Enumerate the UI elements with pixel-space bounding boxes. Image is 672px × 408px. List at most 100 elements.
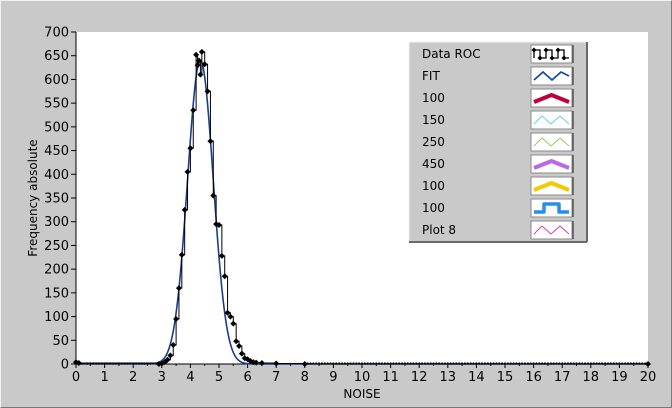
data-point [624, 362, 627, 365]
legend-swatch-marker [549, 55, 555, 61]
data-point [198, 48, 205, 55]
data-point [461, 362, 464, 365]
data-point [423, 362, 427, 365]
x-tick-label: 6 [243, 370, 251, 385]
legend-swatch-box [530, 154, 573, 174]
legend-item[interactable]: 250 [422, 132, 574, 152]
legend-swatch-box [530, 176, 573, 196]
data-point [117, 362, 120, 365]
data-point [375, 362, 378, 365]
data-point [555, 362, 558, 365]
legend-swatch-box [530, 110, 573, 130]
data-point [552, 362, 555, 365]
legend-label: 100 [422, 179, 445, 193]
legend[interactable]: Data ROC FIT 100 150 250 450 100 100 Plot 8 [408, 41, 588, 243]
x-tick-label: 20 [640, 370, 657, 385]
data-point [546, 362, 550, 365]
legend-swatch-line [533, 159, 570, 170]
legend-label: 250 [422, 135, 445, 149]
data-point [466, 362, 469, 365]
data-point [506, 362, 509, 365]
data-point [563, 362, 567, 365]
legend-swatch-line [533, 137, 570, 147]
data-point [349, 362, 352, 365]
data-point [638, 362, 641, 365]
data-point [523, 362, 527, 365]
x-tick-label: 12 [411, 370, 428, 385]
data-point [114, 362, 118, 365]
x-tick-label: 1 [100, 370, 108, 385]
legend-swatch-marker [537, 55, 543, 61]
data-point [541, 362, 544, 365]
data-point [529, 362, 532, 365]
data-point [518, 362, 521, 365]
y-tick-label: 650 [44, 49, 69, 64]
legend-item[interactable]: FIT [422, 66, 574, 86]
data-point [340, 362, 344, 365]
data-point [352, 362, 355, 365]
legend-item[interactable]: Plot 8 [422, 220, 574, 240]
data-point [346, 362, 349, 365]
data-point [432, 362, 435, 365]
data-point [632, 362, 635, 365]
legend-item[interactable]: Data ROC [422, 44, 574, 64]
data-point [501, 362, 504, 365]
data-point [120, 362, 123, 365]
data-point [224, 309, 231, 316]
data-point [486, 362, 489, 365]
legend-label: 450 [422, 157, 445, 171]
legend-item[interactable]: 450 [422, 154, 574, 174]
data-point [201, 61, 208, 68]
data-point [615, 362, 618, 365]
data-point [363, 362, 366, 365]
legend-swatch-line [533, 71, 570, 81]
x-tick-label: 7 [272, 370, 280, 385]
data-point [378, 362, 381, 365]
data-point [463, 362, 467, 365]
data-point [412, 362, 415, 365]
data-point [175, 285, 182, 292]
y-tick-label: 200 [44, 263, 69, 278]
data-point [452, 362, 455, 365]
data-point [438, 362, 441, 365]
data-point [366, 362, 369, 365]
data-point [273, 360, 280, 367]
legend-item[interactable]: 150 [422, 110, 574, 130]
data-point [312, 362, 315, 365]
data-point [184, 168, 191, 175]
data-point [626, 362, 630, 365]
data-point [618, 362, 621, 365]
legend-swatch-marker [561, 55, 567, 61]
data-point [621, 362, 624, 365]
x-tick-label: 2 [129, 370, 137, 385]
data-point [238, 350, 245, 357]
data-point [167, 352, 174, 359]
data-point [190, 107, 197, 114]
data-point [103, 362, 106, 365]
data-point [329, 362, 332, 365]
legend-swatch-box [530, 198, 573, 218]
data-point [395, 362, 398, 365]
data-point [338, 362, 341, 365]
data-point [109, 362, 112, 365]
data-point [469, 362, 472, 365]
legend-item[interactable]: 100 [422, 176, 574, 196]
data-point [126, 362, 129, 365]
legend-item[interactable]: 100 [422, 198, 574, 218]
x-axis-label: NOISE [343, 387, 380, 401]
legend-label: 150 [422, 113, 445, 127]
y-tick-label: 700 [44, 26, 69, 41]
data-point [97, 362, 100, 365]
data-point [134, 362, 138, 365]
data-point [635, 362, 638, 365]
x-tick-label: 3 [158, 370, 166, 385]
data-point [418, 362, 421, 365]
data-point [355, 362, 358, 365]
legend-swatch-line [533, 115, 570, 125]
y-tick-label: 250 [44, 239, 69, 254]
data-point [644, 362, 647, 365]
data-point [495, 362, 498, 365]
legend-item[interactable]: 100 [422, 88, 574, 108]
data-point [475, 362, 478, 365]
legend-swatch-marker [543, 47, 549, 53]
